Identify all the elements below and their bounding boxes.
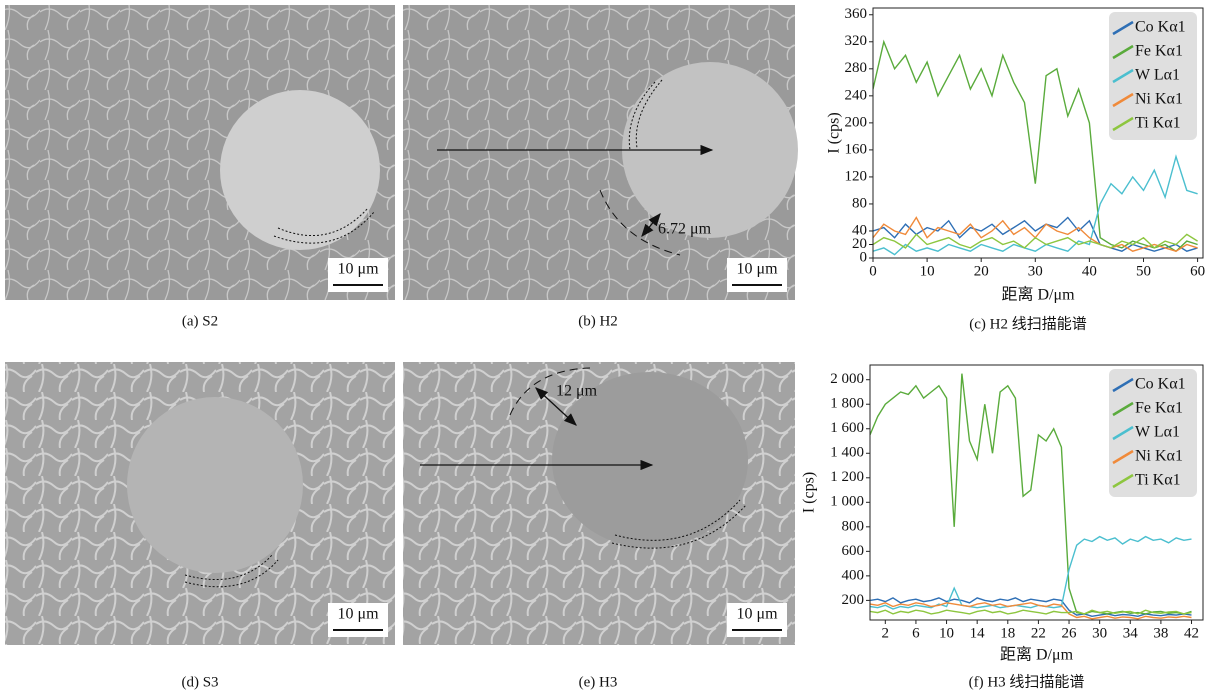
y-tick-label: 200 bbox=[845, 114, 868, 130]
scale-bar-label: 10 μm bbox=[337, 261, 379, 278]
y-tick-label: 200 bbox=[842, 592, 865, 608]
legend-swatch bbox=[1112, 68, 1134, 84]
y-tick-label: 0 bbox=[860, 249, 868, 265]
legend-label: Ni Kα1 bbox=[1135, 91, 1183, 108]
legend-swatch bbox=[1112, 116, 1134, 132]
y-tick-label: 1 200 bbox=[830, 469, 864, 485]
y-tick-label: 20 bbox=[852, 236, 867, 252]
legend-swatch bbox=[1112, 401, 1134, 417]
legend-label: Fe Kα1 bbox=[1135, 43, 1183, 60]
y-tick-label: 240 bbox=[845, 87, 868, 103]
legend-swatch bbox=[1112, 92, 1134, 108]
series-line bbox=[870, 602, 1192, 620]
legend-label: Fe Kα1 bbox=[1135, 400, 1183, 417]
legend-box bbox=[1109, 12, 1197, 140]
x-tick-label: 20 bbox=[974, 263, 989, 279]
sem-image: 10 μm bbox=[5, 5, 395, 300]
y-tick-label: 1 000 bbox=[830, 494, 864, 510]
x-tick-label: 10 bbox=[939, 625, 954, 641]
scale-bar-label: 10 μm bbox=[337, 606, 379, 623]
legend-label: Ti Kα1 bbox=[1135, 472, 1181, 489]
legend-label: Ti Kα1 bbox=[1135, 115, 1181, 132]
x-tick-label: 30 bbox=[1028, 263, 1043, 279]
legend-swatch bbox=[1112, 425, 1134, 441]
x-tick-label: 38 bbox=[1153, 625, 1168, 641]
sem-image: 10 μm bbox=[5, 362, 395, 645]
series-line bbox=[870, 535, 1192, 610]
x-tick-label: 10 bbox=[920, 263, 935, 279]
y-tick-label: 280 bbox=[845, 60, 868, 76]
series-line bbox=[873, 39, 1198, 253]
chart-caption: (f) H3 线扫描能谱 bbox=[969, 673, 1085, 690]
chart-caption: (c) H2 线扫描能谱 bbox=[969, 315, 1086, 332]
x-tick-label: 40 bbox=[1082, 263, 1097, 279]
legend-swatch bbox=[1112, 377, 1134, 393]
panel-caption: (b) H2 bbox=[578, 313, 618, 329]
panel-caption: (e) H3 bbox=[579, 674, 618, 690]
panel-caption: (a) S2 bbox=[182, 313, 218, 329]
x-tick-label: 2 bbox=[882, 625, 890, 641]
y-tick-label: 40 bbox=[852, 222, 867, 238]
x-tick-label: 0 bbox=[869, 263, 877, 279]
legend-label: W Lα1 bbox=[1135, 424, 1180, 441]
y-tick-label: 600 bbox=[842, 543, 865, 559]
y-tick-label: 1 400 bbox=[830, 445, 864, 461]
legend-box bbox=[1109, 369, 1197, 497]
series-line bbox=[873, 216, 1198, 252]
y-tick-label: 2 000 bbox=[830, 371, 864, 387]
series-line bbox=[870, 609, 1192, 615]
y-tick-label: 80 bbox=[852, 195, 867, 211]
x-tick-label: 6 bbox=[912, 625, 920, 641]
annotation: 6.72 μm bbox=[658, 221, 712, 238]
series-line bbox=[873, 154, 1198, 256]
legend-label: W Lα1 bbox=[1135, 67, 1180, 84]
scale-bar-label: 10 μm bbox=[736, 606, 778, 623]
x-tick-label: 26 bbox=[1062, 625, 1078, 641]
x-tick-label: 50 bbox=[1136, 263, 1151, 279]
y-tick-label: 400 bbox=[842, 567, 865, 583]
y-axis-label: I (cps) bbox=[826, 112, 843, 153]
x-tick-label: 22 bbox=[1031, 625, 1046, 641]
x-tick-label: 34 bbox=[1123, 625, 1139, 641]
x-axis-label: 距离 D/μm bbox=[1001, 286, 1075, 304]
legend-swatch bbox=[1112, 44, 1134, 60]
series-line bbox=[870, 597, 1192, 618]
sem-image: 12 μm 10 μm bbox=[403, 362, 795, 645]
x-tick-label: 60 bbox=[1190, 263, 1205, 279]
y-axis-label: I (cps) bbox=[801, 472, 818, 513]
y-tick-label: 320 bbox=[845, 33, 868, 49]
y-tick-label: 160 bbox=[845, 141, 868, 157]
x-tick-label: 18 bbox=[1000, 625, 1015, 641]
sem-image: 6.72 μm 10 μm bbox=[403, 5, 798, 300]
annotation: 12 μm bbox=[556, 383, 598, 400]
legend-label: Co Kα1 bbox=[1135, 376, 1186, 393]
y-tick-label: 1 600 bbox=[830, 420, 864, 436]
x-axis-label: 距离 D/μm bbox=[1000, 646, 1074, 664]
series-line bbox=[870, 373, 1192, 615]
legend-swatch bbox=[1112, 449, 1134, 465]
x-tick-label: 14 bbox=[970, 625, 986, 641]
x-tick-label: 42 bbox=[1184, 625, 1199, 641]
panel-caption: (d) S3 bbox=[181, 674, 218, 690]
scale-bar-label: 10 μm bbox=[736, 261, 778, 278]
legend-label: Ni Kα1 bbox=[1135, 448, 1183, 465]
y-tick-label: 360 bbox=[845, 6, 868, 22]
y-tick-label: 800 bbox=[842, 518, 865, 534]
legend-swatch bbox=[1112, 473, 1134, 489]
legend-swatch bbox=[1112, 20, 1134, 36]
y-tick-label: 120 bbox=[845, 168, 868, 184]
legend-label: Co Kα1 bbox=[1135, 19, 1186, 36]
y-tick-label: 1 800 bbox=[830, 396, 864, 412]
x-tick-label: 30 bbox=[1092, 625, 1107, 641]
series-line bbox=[873, 233, 1198, 249]
plot-frame bbox=[872, 7, 1204, 259]
plot-frame bbox=[869, 364, 1204, 621]
